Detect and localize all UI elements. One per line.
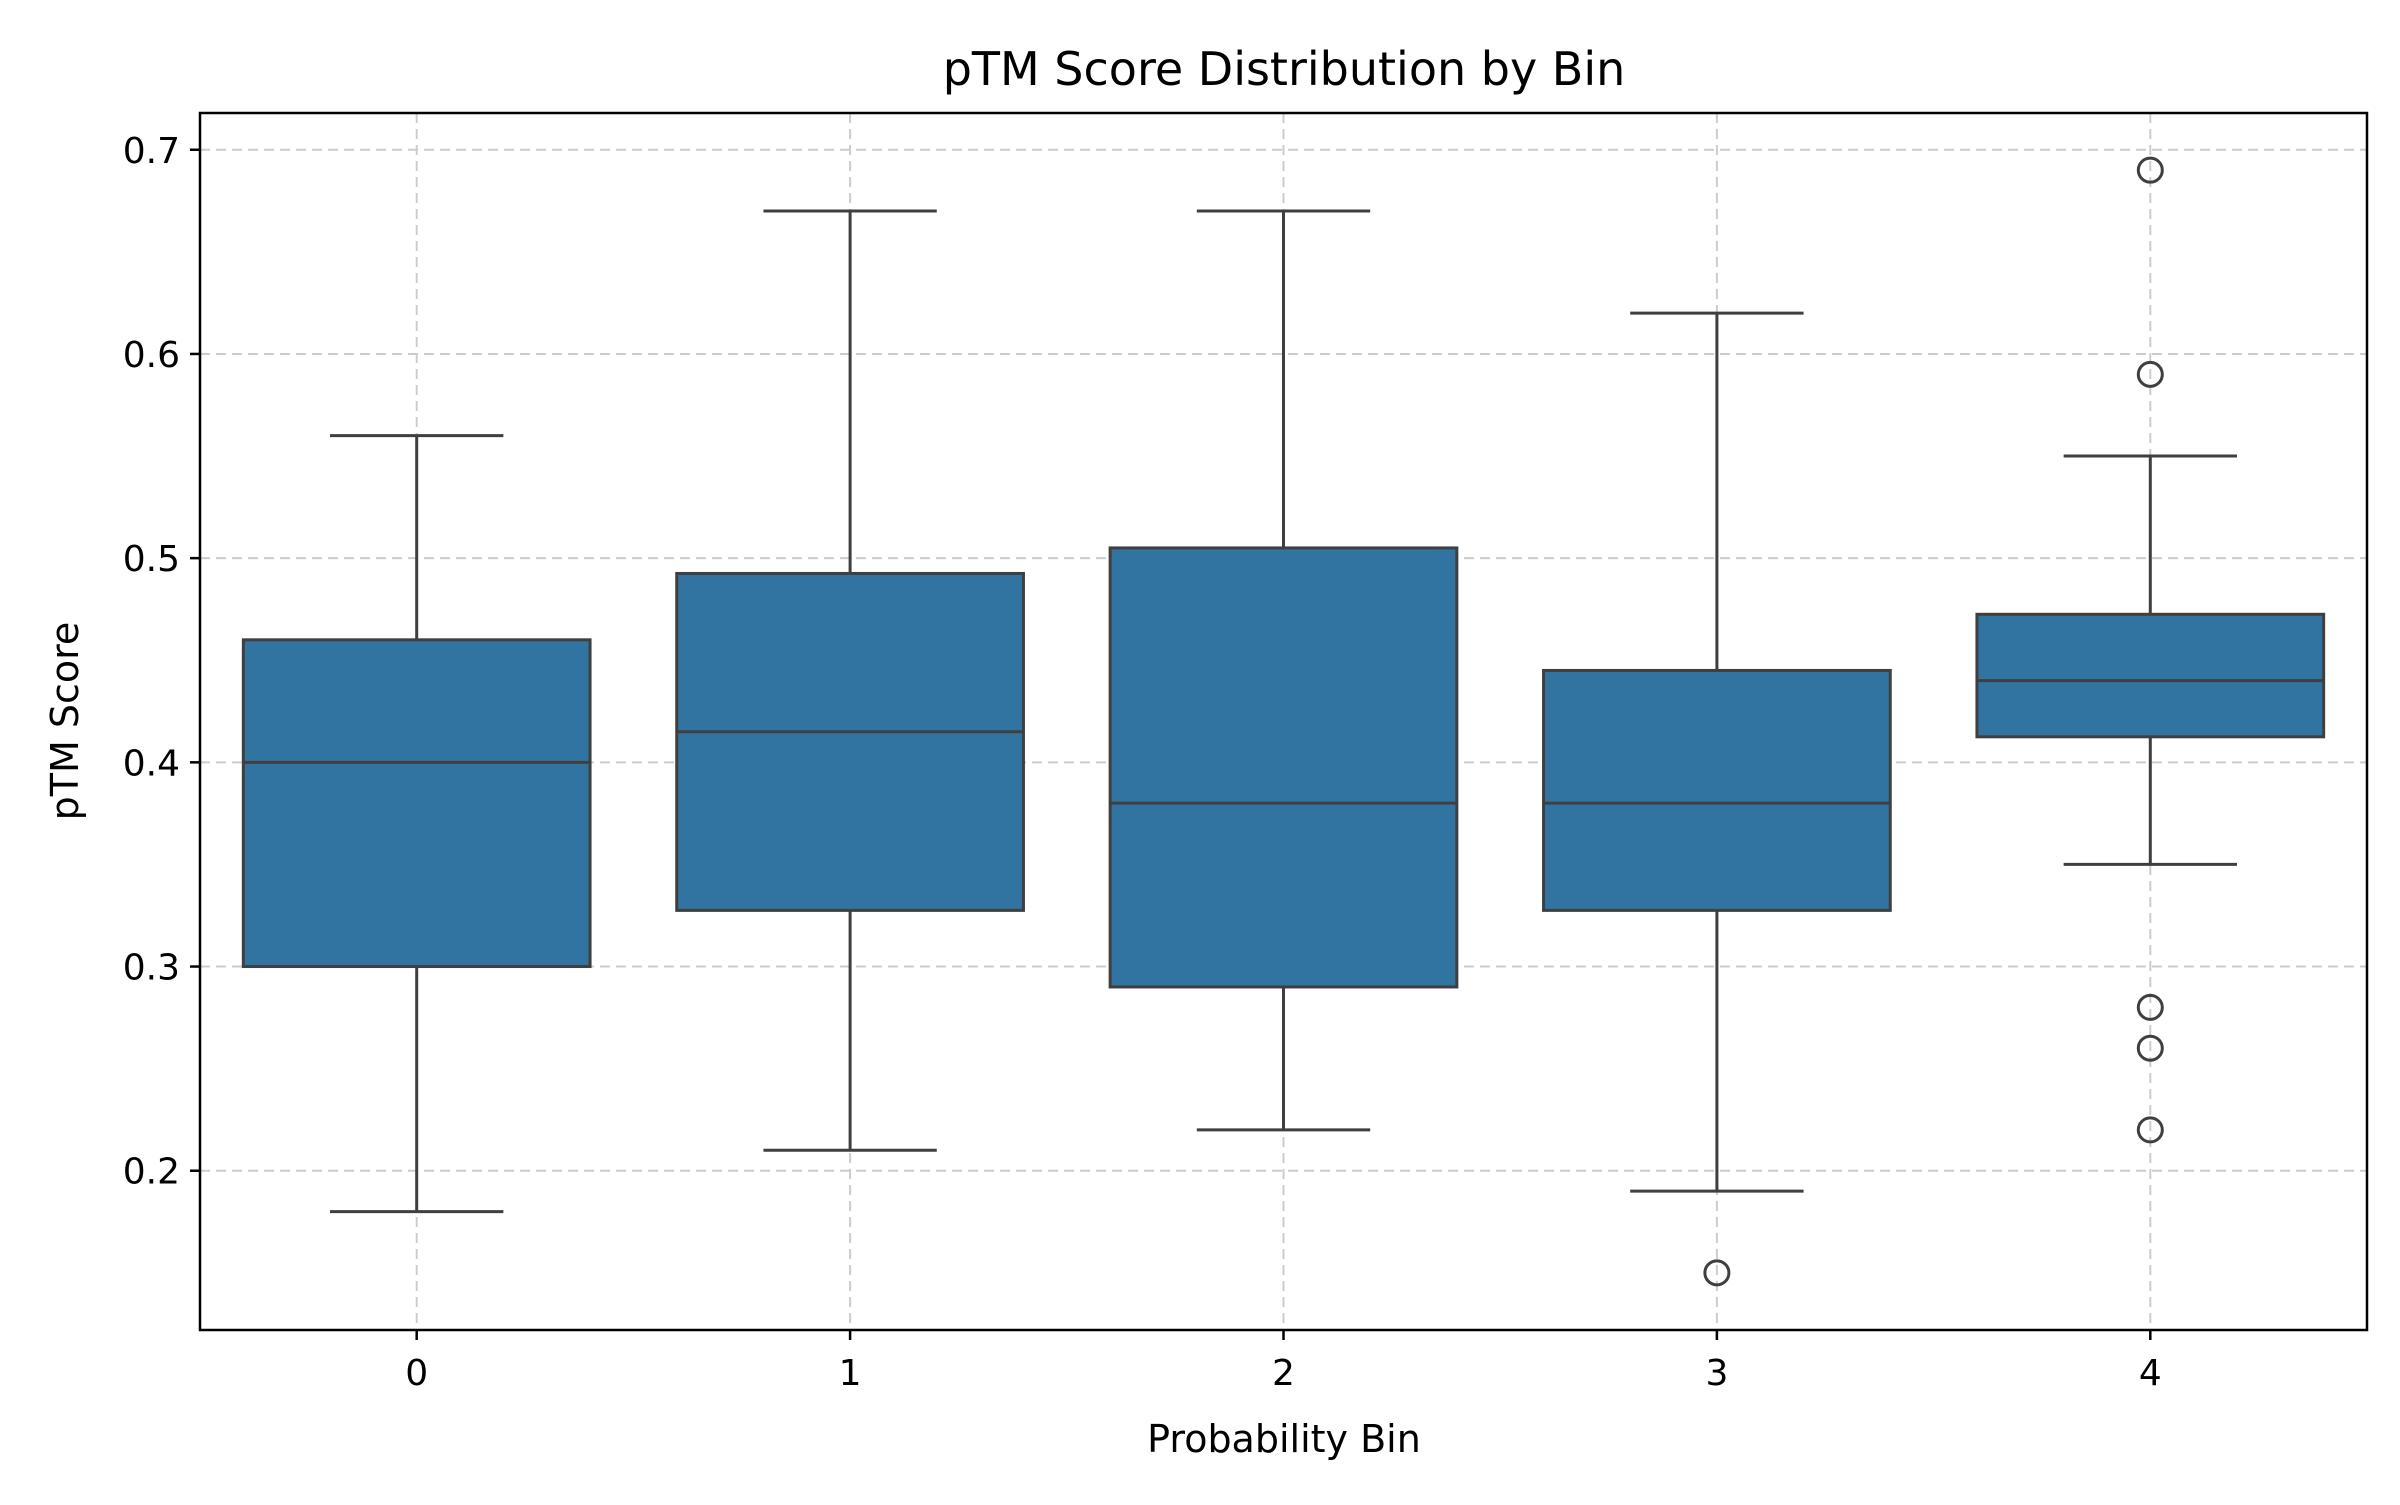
box-group-3 xyxy=(1542,311,1892,1287)
iqr-box xyxy=(241,638,592,969)
x-tick-label: 2 xyxy=(1272,1353,1295,1394)
box-group-2 xyxy=(1108,209,1459,1132)
outlier-point xyxy=(2136,156,2164,184)
box-group-0 xyxy=(241,434,592,1214)
axis-ticks: 0.2 0.3 0.4 0.5 0.6 0.7 0 1 2 3 4 xyxy=(123,131,2162,1394)
iqr-box xyxy=(1542,668,1892,912)
y-tick-label: 0.7 xyxy=(123,131,180,172)
y-tick-label: 0.4 xyxy=(123,743,180,784)
x-tick-label: 1 xyxy=(839,1353,862,1394)
iqr-box xyxy=(1975,612,2326,739)
outlier-point xyxy=(2136,1116,2164,1144)
box-series xyxy=(241,156,2326,1287)
y-tick-label: 0.2 xyxy=(123,1152,180,1193)
x-axis-label: Probability Bin xyxy=(1147,1417,1421,1461)
outlier-point xyxy=(2136,993,2164,1021)
y-tick-label: 0.3 xyxy=(123,948,180,989)
outlier-point xyxy=(2136,360,2164,388)
outlier-point xyxy=(2136,1034,2164,1062)
iqr-box xyxy=(675,571,1025,912)
x-tick-label: 3 xyxy=(1705,1353,1728,1394)
box-group-4 xyxy=(1975,156,2326,1144)
iqr-box xyxy=(1108,546,1459,989)
y-tick-label: 0.6 xyxy=(123,335,180,376)
chart-title: pTM Score Distribution by Bin xyxy=(943,42,1626,96)
x-tick-label: 4 xyxy=(2139,1353,2162,1394)
outlier-point xyxy=(1703,1259,1731,1287)
x-tick-label: 0 xyxy=(405,1353,428,1394)
y-axis-label: pTM Score xyxy=(43,622,87,821)
y-tick-label: 0.5 xyxy=(123,539,180,580)
box-group-1 xyxy=(675,209,1025,1152)
